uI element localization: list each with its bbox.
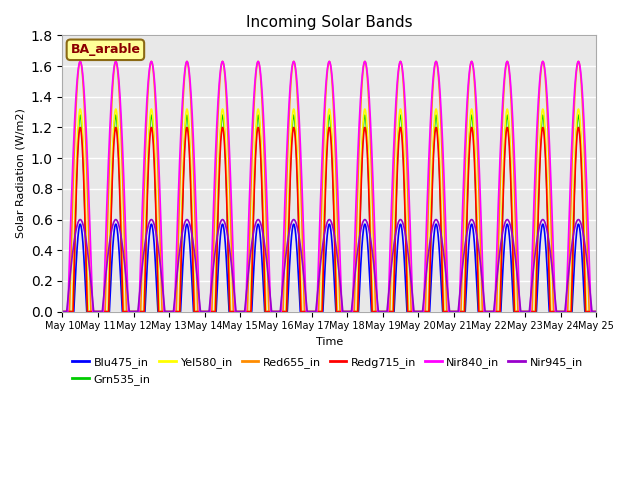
Blu475_in xyxy=(76,221,84,227)
Yel580_in xyxy=(76,106,84,112)
Y-axis label: Solar Radiation (W/m2): Solar Radiation (W/m2) xyxy=(15,108,25,239)
Nir840_in xyxy=(593,309,600,314)
Grn535_in xyxy=(76,112,84,118)
Blu475_in xyxy=(479,309,486,314)
Blu475_in xyxy=(167,309,175,314)
Blu475_in xyxy=(591,309,598,314)
Yel580_in xyxy=(173,309,180,314)
Red655_in xyxy=(59,309,67,314)
Line: Red655_in: Red655_in xyxy=(63,61,596,312)
Nir840_in xyxy=(59,309,67,314)
Yel580_in xyxy=(167,309,175,314)
Redg715_in xyxy=(479,309,486,314)
Redg715_in xyxy=(259,197,266,203)
Redg715_in xyxy=(591,309,598,314)
Nir840_in xyxy=(173,242,180,248)
Yel580_in xyxy=(259,173,266,179)
Nir945_in xyxy=(167,309,175,314)
Red655_in xyxy=(167,309,175,314)
Blu475_in xyxy=(173,309,180,314)
Red655_in xyxy=(593,309,600,314)
Nir945_in xyxy=(591,309,598,314)
Red655_in xyxy=(479,309,486,314)
Line: Redg715_in: Redg715_in xyxy=(63,128,596,312)
Grn535_in xyxy=(59,309,67,314)
Yel580_in xyxy=(59,309,67,314)
Nir945_in xyxy=(59,309,67,314)
Text: BA_arable: BA_arable xyxy=(70,43,140,56)
Blu475_in xyxy=(259,263,266,269)
Grn535_in xyxy=(479,309,486,314)
Nir945_in xyxy=(76,216,84,222)
Nir840_in xyxy=(403,135,411,141)
Nir945_in xyxy=(173,275,180,281)
Yel580_in xyxy=(479,309,486,314)
Grn535_in xyxy=(403,277,411,283)
Blu475_in xyxy=(593,309,600,314)
Line: Nir945_in: Nir945_in xyxy=(63,219,596,312)
Red655_in xyxy=(173,295,180,301)
Grn535_in xyxy=(259,189,266,195)
Redg715_in xyxy=(59,309,67,314)
Blu475_in xyxy=(403,308,411,314)
Nir945_in xyxy=(259,227,266,233)
Grn535_in xyxy=(173,309,180,314)
Nir840_in xyxy=(591,309,598,314)
Grn535_in xyxy=(591,309,598,314)
Nir840_in xyxy=(76,59,84,64)
Nir840_in xyxy=(167,309,175,314)
Red655_in xyxy=(403,161,411,167)
X-axis label: Time: Time xyxy=(316,337,343,347)
Red655_in xyxy=(259,104,266,109)
Redg715_in xyxy=(167,309,175,314)
Nir945_in xyxy=(593,309,600,314)
Nir840_in xyxy=(479,264,486,269)
Redg715_in xyxy=(593,309,600,314)
Blu475_in xyxy=(59,309,67,314)
Redg715_in xyxy=(173,309,180,314)
Line: Grn535_in: Grn535_in xyxy=(63,115,596,312)
Nir840_in xyxy=(259,92,266,98)
Nir945_in xyxy=(479,282,486,288)
Red655_in xyxy=(591,309,598,314)
Legend: Blu475_in, Grn535_in, Yel580_in, Red655_in, Redg715_in, Nir840_in, Nir945_in: Blu475_in, Grn535_in, Yel580_in, Red655_… xyxy=(68,353,588,389)
Line: Yel580_in: Yel580_in xyxy=(63,109,596,312)
Yel580_in xyxy=(591,309,598,314)
Redg715_in xyxy=(76,125,84,131)
Line: Nir840_in: Nir840_in xyxy=(63,61,596,312)
Yel580_in xyxy=(403,251,411,256)
Red655_in xyxy=(76,59,84,64)
Nir945_in xyxy=(403,241,411,247)
Title: Incoming Solar Bands: Incoming Solar Bands xyxy=(246,15,413,30)
Grn535_in xyxy=(593,309,600,314)
Redg715_in xyxy=(403,279,411,285)
Line: Blu475_in: Blu475_in xyxy=(63,224,596,312)
Yel580_in xyxy=(593,309,600,314)
Grn535_in xyxy=(167,309,175,314)
